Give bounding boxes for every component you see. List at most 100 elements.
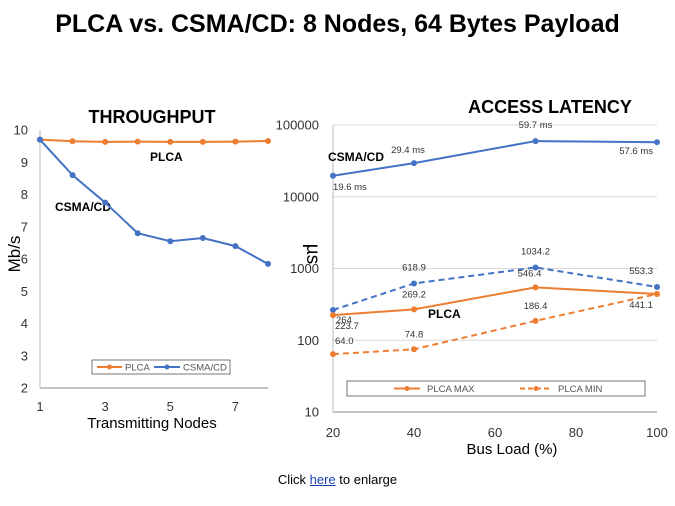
latency-data-label: 74.8	[405, 329, 424, 340]
latency-line-csma-dashed	[332, 266, 658, 311]
latency-line-csma-solid	[332, 140, 658, 177]
latency-title: ACCESS LATENCY	[468, 97, 632, 117]
throughput-x-tick: 3	[102, 399, 109, 414]
latency-data-label: 59.7 ms	[519, 120, 553, 131]
throughput-x-tick: 7	[232, 399, 239, 414]
latency-data-label: 223.7	[335, 321, 359, 332]
latency-data-label: 186.4	[524, 301, 548, 312]
throughput-line-plca	[39, 138, 269, 143]
latency-x-tick: 20	[326, 425, 340, 440]
latency-point-plca-min	[532, 317, 539, 324]
latency-y-tick: 10	[305, 405, 319, 420]
latency-point-csma-dashed	[654, 283, 660, 290]
latency-legend-box	[346, 380, 646, 397]
throughput-y-tick: 3	[21, 348, 28, 363]
latency-point-plca-max	[532, 284, 539, 291]
throughput-x-tick: 5	[167, 399, 174, 414]
throughput-annotation-csma: CSMA/CD	[55, 200, 111, 214]
throughput-point-csma-cd	[265, 260, 271, 267]
latency-data-label: 19.6 ms	[333, 182, 367, 193]
latency-point-csma-solid	[411, 160, 417, 167]
enlarge-link[interactable]: here	[309, 472, 336, 487]
latency-annotation-csma: CSMA/CD	[328, 150, 384, 164]
throughput-y-tick: 5	[21, 284, 28, 299]
latency-line-plca-min	[332, 293, 658, 356]
throughput-point-csma-cd	[134, 230, 141, 237]
latency-annotation-plca: PLCA	[428, 307, 461, 321]
throughput-point-plca	[69, 138, 76, 145]
throughput-line-csma-cd	[39, 138, 269, 265]
latency-y-tick: 100	[297, 333, 319, 348]
footer-suffix: to enlarge	[335, 472, 398, 487]
throughput-chart: THROUGHPUT Transmitting Nodes Mb/s PLCA …	[5, 107, 271, 432]
latency-y-label: µs	[302, 244, 323, 264]
latency-point-plca-max	[330, 312, 336, 319]
latency-data-label: 553.3	[629, 266, 653, 277]
throughput-title: THROUGHPUT	[89, 107, 216, 127]
latency-data-label: 441.1	[629, 300, 653, 311]
legend-label-plca-min: PLCA MIN	[558, 384, 602, 395]
latency-line-plca-max	[332, 286, 658, 317]
throughput-y-tick: 8	[21, 187, 28, 202]
latency-y-tick: 1000	[290, 261, 319, 276]
latency-chart: ACCESS LATENCY Bus Load (%) µs CSMA/CD P…	[276, 97, 668, 458]
slide-title: PLCA vs. CSMA/CD: 8 Nodes, 64 Bytes Payl…	[55, 10, 620, 38]
throughput-point-csma-cd	[37, 136, 43, 143]
throughput-y-tick: 6	[21, 252, 28, 267]
legend-marker-plca	[107, 364, 112, 370]
legend-marker-plca-max	[404, 386, 410, 391]
throughput-x-label: Transmitting Nodes	[87, 415, 217, 432]
throughput-point-plca	[102, 138, 109, 145]
latency-point-csma-solid	[532, 138, 539, 145]
latency-data-label: 1034.2	[521, 246, 550, 257]
latency-data-label: 29.4 ms	[391, 145, 425, 156]
throughput-point-plca	[232, 138, 239, 145]
throughput-legend: PLCA CSMA/CD	[91, 359, 231, 375]
throughput-point-plca	[167, 138, 174, 145]
latency-point-plca-min	[654, 291, 660, 298]
latency-data-label: 64.0	[335, 336, 354, 347]
legend-label-plca-max: PLCA MAX	[427, 384, 475, 395]
legend-label-csma: CSMA/CD	[183, 363, 227, 374]
latency-data-label: 618.9	[402, 262, 426, 273]
latency-data-label: 269.2	[402, 289, 426, 300]
latency-point-csma-solid	[330, 172, 336, 179]
footer-prefix: Click	[277, 472, 310, 487]
latency-y-tick: 100000	[276, 118, 319, 133]
legend-marker-csma	[164, 364, 170, 370]
throughput-point-plca	[265, 137, 271, 144]
throughput-annotation-plca: PLCA	[150, 150, 183, 164]
latency-x-tick: 60	[488, 425, 502, 440]
latency-point-plca-min	[411, 346, 417, 353]
latency-y-tick: 10000	[283, 189, 319, 204]
throughput-point-plca	[199, 138, 206, 145]
latency-point-csma-solid	[654, 139, 660, 146]
latency-x-label: Bus Load (%)	[467, 441, 558, 458]
latency-data-label: 546.4	[518, 268, 542, 279]
throughput-y-tick: 10	[14, 123, 28, 138]
throughput-y-label: Mb/s	[5, 236, 24, 273]
latency-data-label: 264	[336, 315, 352, 326]
latency-legend: PLCA MAX PLCA MIN	[346, 380, 646, 397]
throughput-point-csma-cd	[69, 172, 76, 179]
throughput-point-csma-cd	[102, 199, 109, 206]
latency-x-tick: 40	[407, 425, 421, 440]
latency-point-csma-dashed	[411, 280, 417, 287]
latency-data-label: 57.6 ms	[619, 146, 653, 157]
throughput-x-tick: 1	[36, 399, 43, 414]
latency-point-csma-dashed	[532, 264, 539, 271]
throughput-point-csma-cd	[232, 243, 239, 250]
throughput-y-tick: 2	[21, 381, 28, 396]
latency-x-tick: 100	[646, 425, 668, 440]
throughput-y-tick: 7	[21, 219, 28, 234]
throughput-y-tick: 9	[21, 155, 28, 170]
throughput-y-tick: 4	[21, 316, 28, 331]
latency-point-csma-dashed	[330, 306, 336, 313]
throughput-point-plca	[134, 138, 141, 145]
throughput-point-csma-cd	[167, 238, 174, 245]
latency-point-plca-min	[330, 351, 336, 358]
latency-point-plca-max	[411, 306, 417, 313]
footer: Click here to enlarge	[0, 472, 675, 487]
legend-marker-plca-min	[533, 386, 539, 391]
